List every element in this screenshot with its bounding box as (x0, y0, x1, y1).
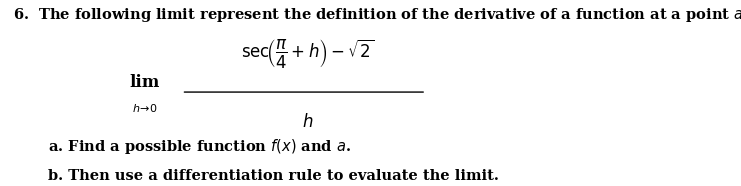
Text: $h$: $h$ (302, 113, 313, 131)
Text: $\mathrm{sec}\!\left(\dfrac{\pi}{4}+h\right)-\sqrt{2}$: $\mathrm{sec}\!\left(\dfrac{\pi}{4}+h\ri… (241, 37, 374, 70)
Text: b. Then use a differentiation rule to evaluate the limit.: b. Then use a differentiation rule to ev… (48, 169, 499, 183)
Text: 6.  The following limit represent the definition of the derivative of a function: 6. The following limit represent the def… (13, 6, 741, 24)
Text: $h\!\to\!0$: $h\!\to\!0$ (132, 102, 157, 114)
Text: lim: lim (130, 74, 159, 91)
Text: a. Find a possible function $f(x)$ and $a$.: a. Find a possible function $f(x)$ and $… (48, 137, 351, 156)
